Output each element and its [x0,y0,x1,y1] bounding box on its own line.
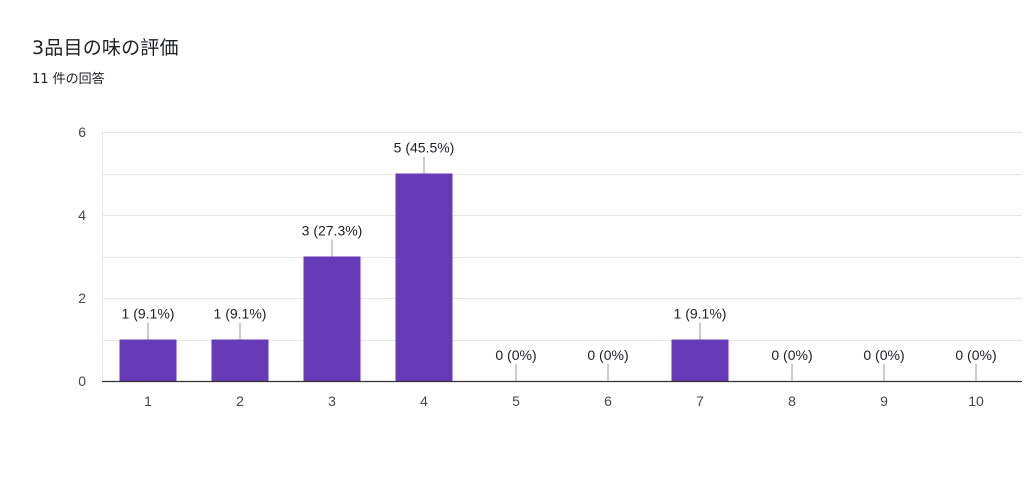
data-label: 0 (0%) [863,347,904,363]
data-label: 1 (9.1%) [214,306,267,322]
bar [395,173,453,381]
x-tick-label: 10 [968,393,984,409]
y-tick-label: 0 [78,373,86,389]
data-label: 1 (9.1%) [674,306,727,322]
response-count: 11 件の回答 [32,72,105,87]
bar [211,339,269,381]
data-label: 5 (45.5%) [394,140,455,156]
x-tick-label: 8 [788,393,796,409]
chart-title: 3品目の味の評価 [32,37,179,59]
bar [303,256,361,381]
y-tick-label: 6 [78,124,86,140]
data-label: 0 (0%) [587,347,628,363]
grid-lines [102,132,1022,381]
y-tick-label: 4 [78,207,86,223]
data-labels: 1 (9.1%) 1 (9.1%) 3 (27.3%) 5 (45.5%) 0 (0%)… [122,140,997,381]
x-tick-label: 6 [604,393,612,409]
x-tick-label: 1 [144,393,152,409]
y-tick-label: 2 [78,290,86,306]
data-label: 0 (0%) [955,347,996,363]
x-tick-label: 4 [420,393,428,409]
bar [671,339,729,381]
axes: 0 2 4 6 1 2 3 4 5 6 7 8 9 10 [78,124,1022,409]
x-tick-label: 3 [328,393,336,409]
bars [119,173,729,381]
bar [119,339,177,381]
x-tick-label: 9 [880,393,888,409]
data-label: 3 (27.3%) [302,223,363,239]
x-tick-label: 5 [512,393,520,409]
data-label: 0 (0%) [495,347,536,363]
data-label: 1 (9.1%) [122,306,175,322]
data-label: 0 (0%) [771,347,812,363]
x-tick-label: 7 [696,393,704,409]
x-tick-label: 2 [236,393,244,409]
